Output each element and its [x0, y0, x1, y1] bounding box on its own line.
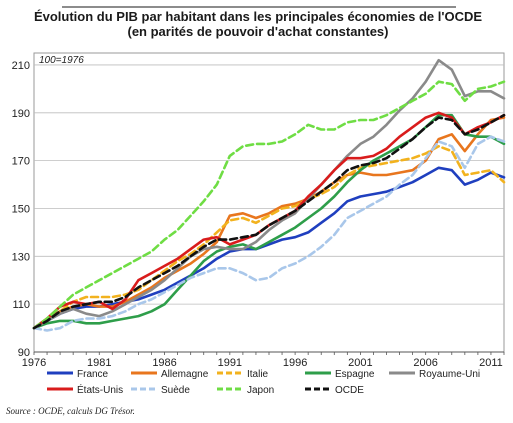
x-tick-label: 1976 — [22, 357, 46, 369]
x-tick-label: 1981 — [87, 357, 111, 369]
legend-label: Japon — [247, 385, 274, 396]
x-tick-label: 2006 — [413, 357, 437, 369]
legend-label: Italie — [247, 369, 269, 380]
series-line — [32, 113, 506, 330]
y-tick-label: 110 — [12, 299, 30, 311]
series-line — [32, 113, 506, 330]
series-line — [32, 111, 506, 330]
source-note: Source : OCDE, calculs DG Trésor. — [6, 406, 135, 416]
series-line — [32, 166, 506, 330]
legend-label: France — [77, 369, 109, 380]
legend-label: États-Unis — [77, 383, 123, 396]
y-tick-label: 90 — [18, 347, 30, 359]
x-tick-label: 1991 — [218, 357, 242, 369]
series-line — [32, 58, 506, 330]
y-tick-label: 170 — [12, 156, 30, 168]
y-tick-label: 190 — [12, 108, 30, 120]
chart-subtitle: (en parités de pouvoir d'achat constante… — [128, 24, 389, 39]
legend-label: Espagne — [335, 369, 375, 380]
x-tick-label: 1986 — [152, 357, 176, 369]
chart-title: Évolution du PIB par habitant dans les p… — [34, 9, 482, 24]
series-line — [32, 135, 506, 332]
axes: 90 110 130 150 170 190 210 1976 1981 1986 1991 1996… — [12, 60, 505, 369]
y-tick-label: 210 — [12, 60, 30, 72]
y-tick-label: 150 — [12, 203, 30, 215]
legend-label: Suède — [161, 385, 190, 396]
y-tick-label: 130 — [12, 251, 30, 263]
series-line — [32, 145, 506, 330]
series-line — [32, 80, 506, 330]
legend: France Allemagne Italie Espagne Royaume-Uni É… — [47, 369, 480, 396]
legend-label: Allemagne — [161, 369, 209, 380]
base-note: 100=1976 — [39, 55, 84, 66]
x-tick-label: 1996 — [283, 357, 307, 369]
x-tick-label: 2011 — [479, 357, 503, 369]
x-tick-label: 2001 — [348, 357, 372, 369]
series-line — [32, 116, 506, 330]
legend-label: OCDE — [335, 385, 364, 396]
series-layer — [32, 58, 506, 332]
legend-label: Royaume-Uni — [419, 369, 480, 380]
